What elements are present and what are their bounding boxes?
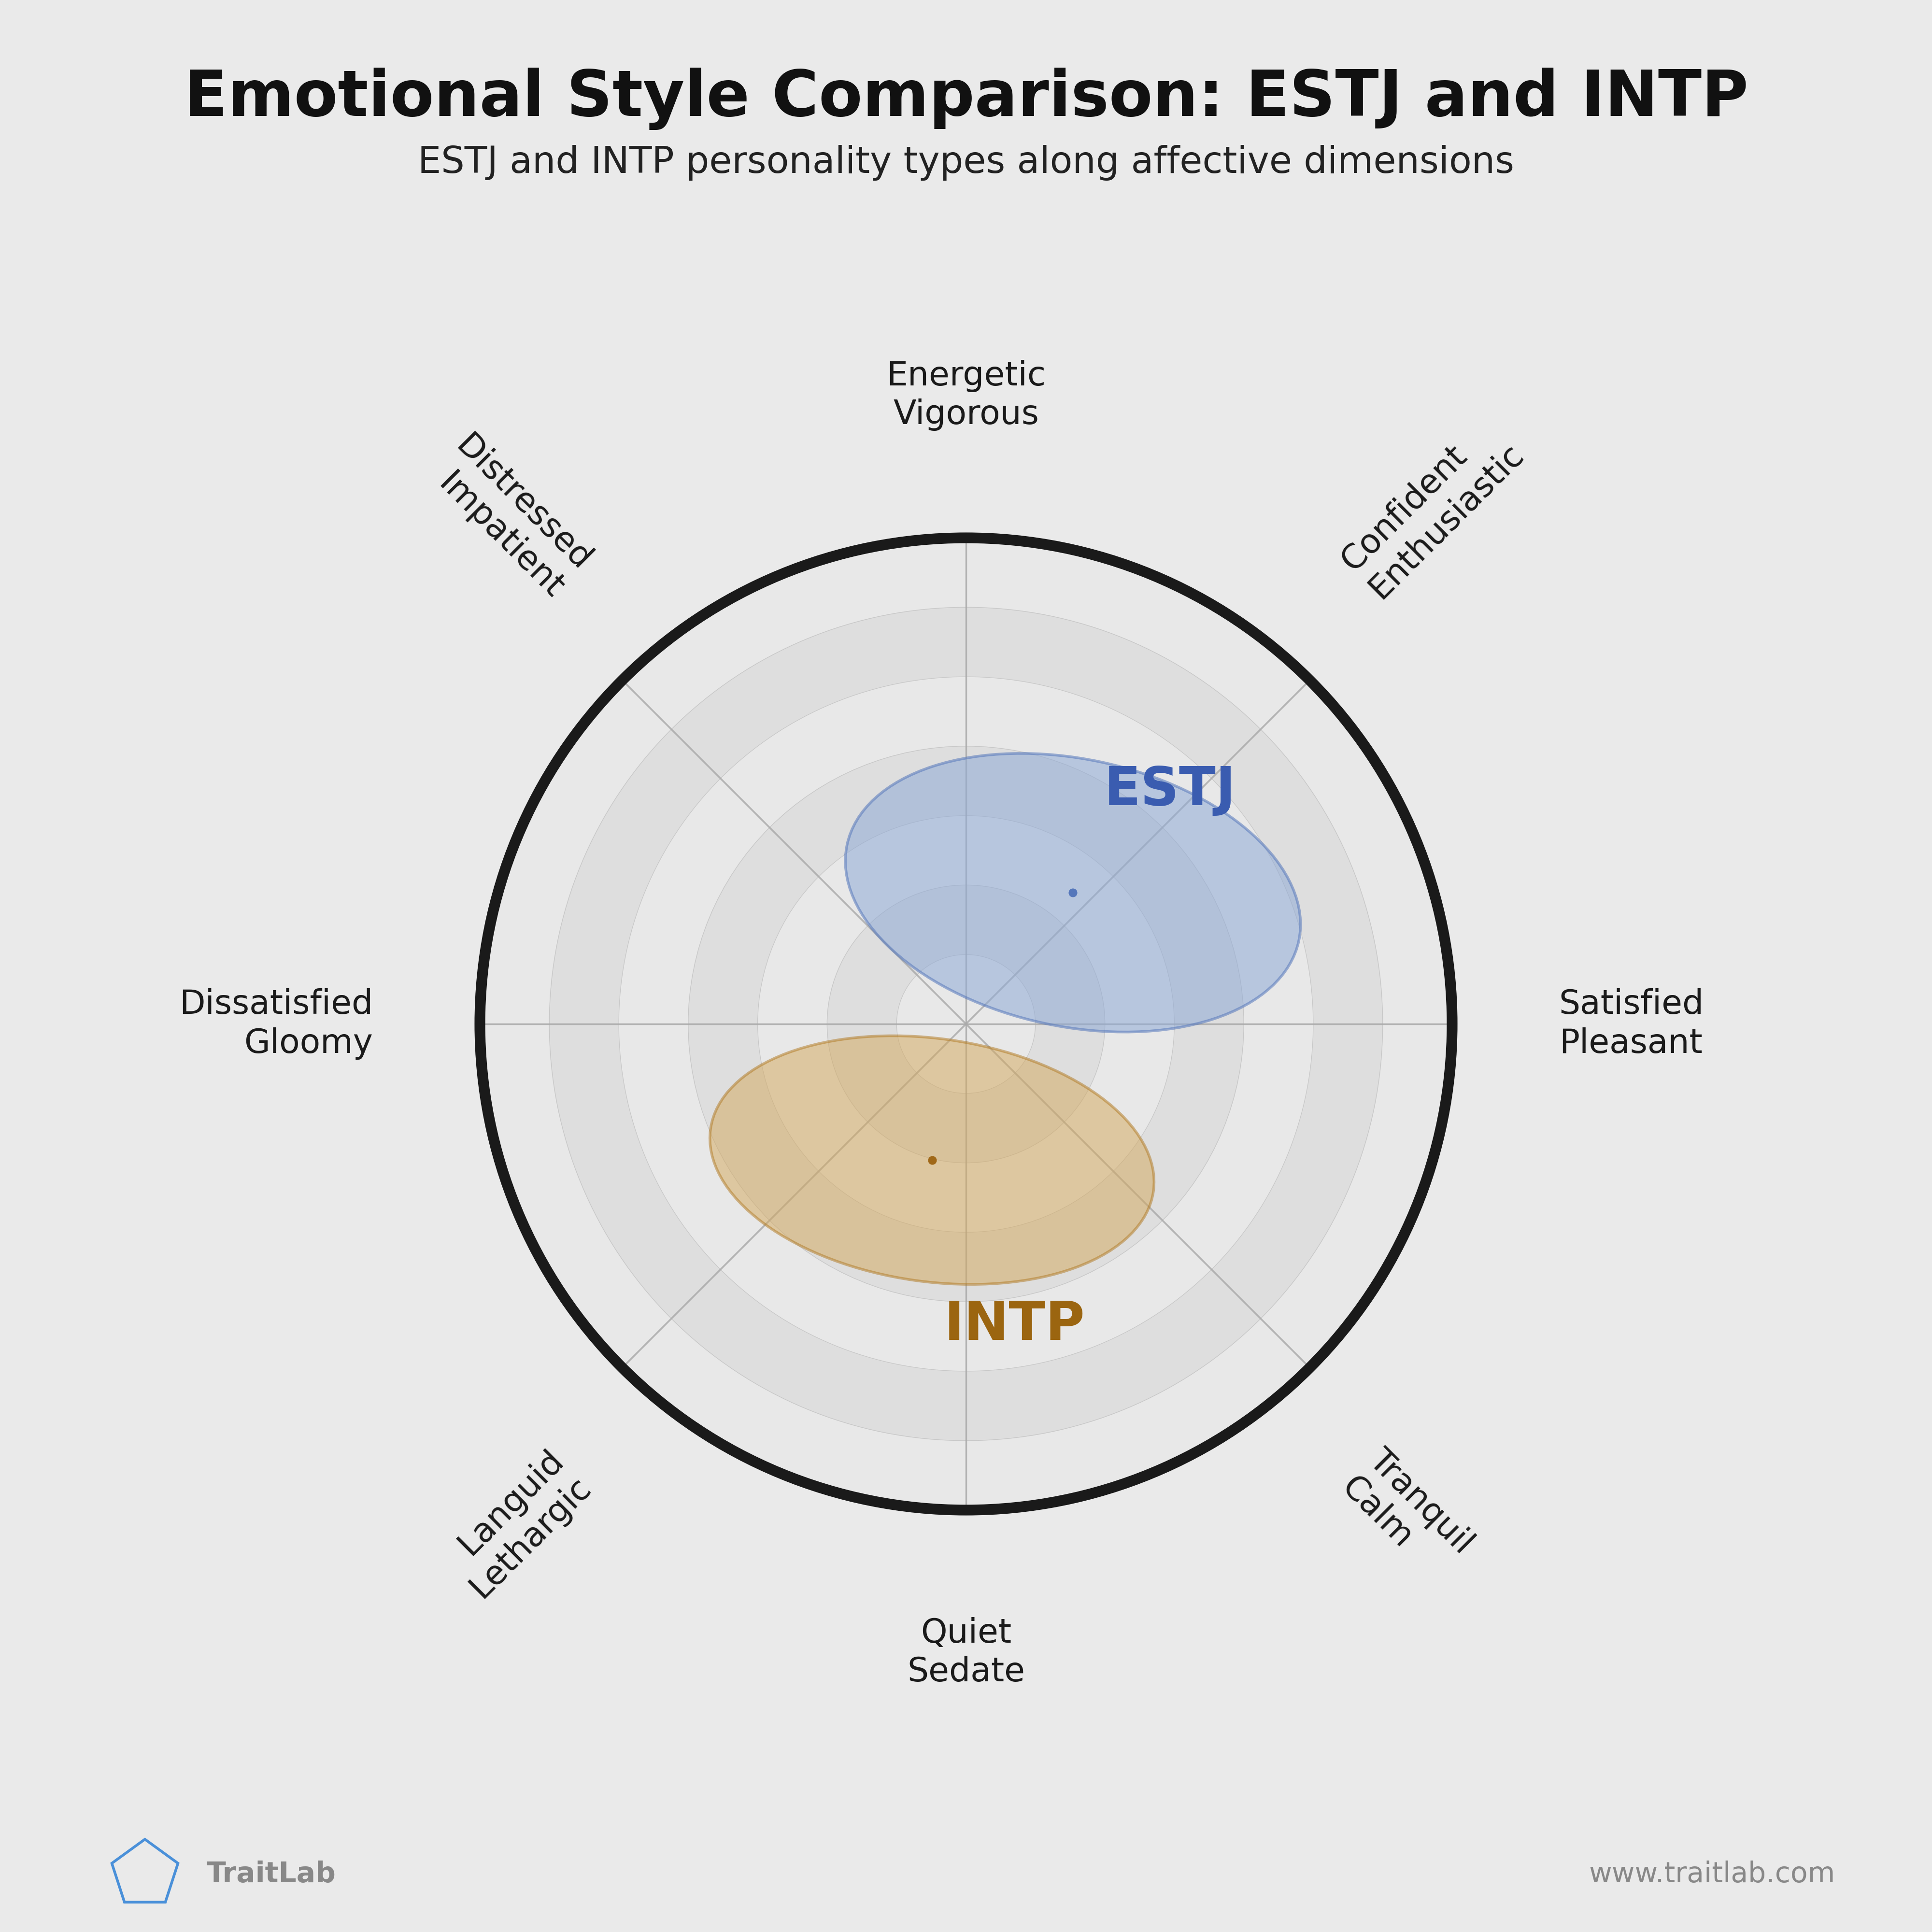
Text: Emotional Style Comparison: ESTJ and INTP: Emotional Style Comparison: ESTJ and INT…	[184, 68, 1748, 129]
Text: Distressed
Impatient: Distressed Impatient	[421, 429, 597, 605]
Ellipse shape	[846, 753, 1300, 1032]
Text: Energetic
Vigorous: Energetic Vigorous	[887, 359, 1045, 431]
Text: Dissatisfied
Gloomy: Dissatisfied Gloomy	[180, 989, 373, 1059]
Text: Satisfied
Pleasant: Satisfied Pleasant	[1559, 989, 1704, 1059]
Text: ESTJ and INTP personality types along affective dimensions: ESTJ and INTP personality types along af…	[417, 145, 1515, 182]
Circle shape	[757, 815, 1175, 1233]
Text: ESTJ: ESTJ	[1105, 765, 1236, 817]
Text: Quiet
Sedate: Quiet Sedate	[908, 1617, 1024, 1689]
Text: Confident
Enthusiastic: Confident Enthusiastic	[1335, 410, 1530, 605]
Circle shape	[896, 954, 1036, 1094]
Text: Languid
Lethargic: Languid Lethargic	[437, 1443, 597, 1604]
Circle shape	[479, 537, 1453, 1511]
Text: INTP: INTP	[945, 1300, 1086, 1350]
Circle shape	[549, 607, 1383, 1441]
Circle shape	[688, 746, 1244, 1302]
Ellipse shape	[709, 1036, 1153, 1285]
Text: TraitLab: TraitLab	[207, 1861, 336, 1888]
Circle shape	[827, 885, 1105, 1163]
Text: Tranquil
Calm: Tranquil Calm	[1335, 1443, 1480, 1588]
Text: www.traitlab.com: www.traitlab.com	[1588, 1861, 1835, 1888]
Circle shape	[618, 676, 1314, 1372]
